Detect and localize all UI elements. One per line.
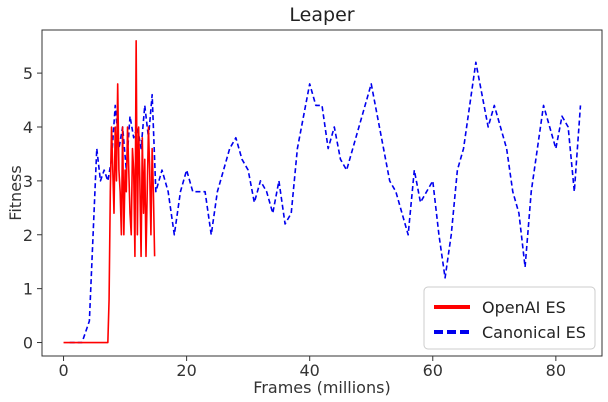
x-axis-ticks: 0 20 40 60 80 [58, 356, 566, 380]
y-tick-label: 3 [23, 172, 33, 191]
openai-es-line [63, 39, 156, 344]
chart-title: Leaper [289, 4, 354, 26]
legend-label-canonical: Canonical ES [482, 323, 586, 342]
x-tick-label: 20 [176, 361, 196, 380]
y-tick-label: 0 [23, 334, 33, 353]
plot-frame [41, 29, 603, 357]
x-tick-label: 40 [300, 361, 320, 380]
y-tick-label: 2 [23, 226, 33, 245]
plot-lines [63, 39, 582, 344]
x-tick-label: 0 [58, 361, 68, 380]
y-tick-label: 4 [23, 118, 33, 137]
x-tick-label: 60 [423, 361, 443, 380]
x-tick-label: 80 [546, 361, 566, 380]
legend-label-openai: OpenAI ES [482, 298, 566, 317]
y-tick-label: 5 [23, 64, 33, 83]
y-axis-ticks: 0 1 2 3 4 5 [23, 64, 42, 353]
y-axis-label: Fitness [6, 165, 25, 220]
y-tick-label: 1 [23, 280, 33, 299]
x-axis-label: Frames (millions) [253, 378, 390, 397]
legend: OpenAI ES Canonical ES [423, 286, 596, 350]
